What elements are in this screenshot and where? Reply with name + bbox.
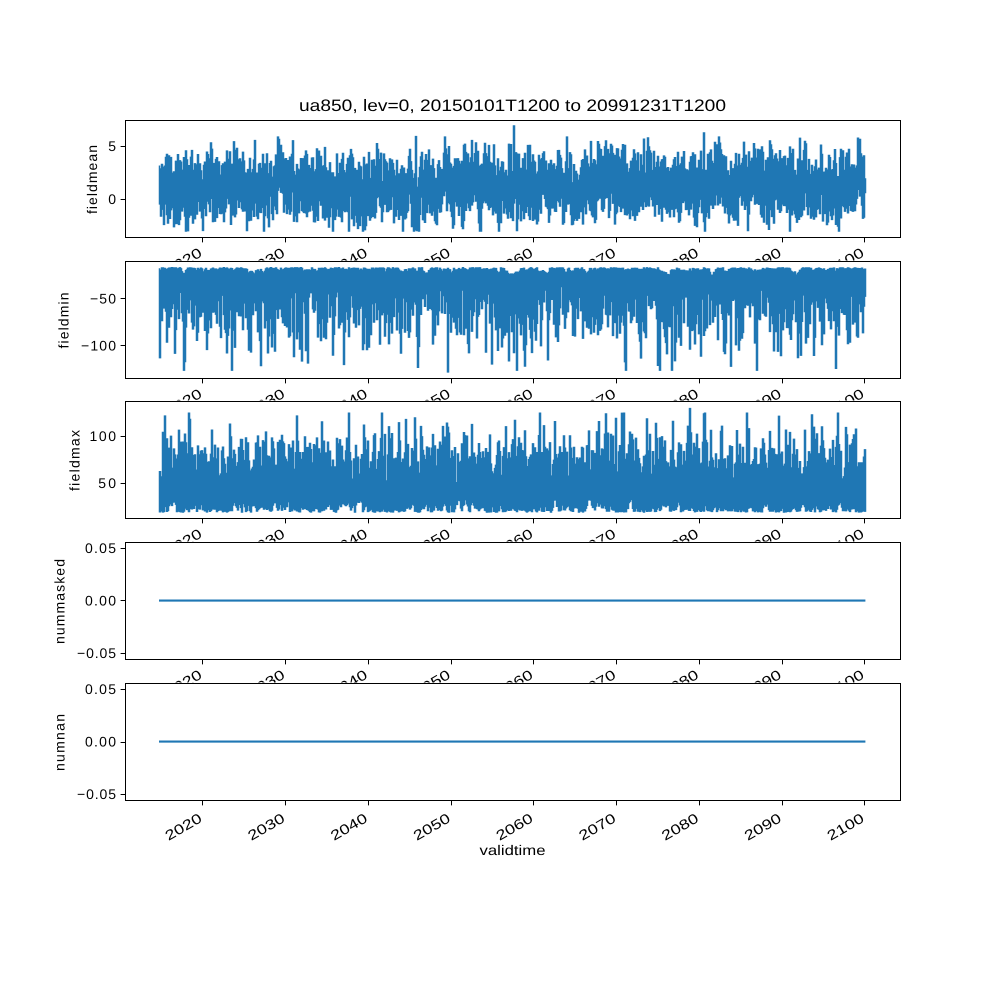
svg-text:numnan: numnan [52,714,68,771]
svg-text:−100: −100 [81,338,116,354]
svg-text:0.00: 0.00 [85,593,116,609]
svg-text:0.05: 0.05 [85,681,116,697]
svg-text:100: 100 [90,428,117,444]
svg-text:fieldmax: fieldmax [67,430,83,491]
svg-text:ua850, lev=0, 20150101T1200 to: ua850, lev=0, 20150101T1200 to 20991231T… [299,96,726,115]
svg-text:validtime: validtime [480,842,546,858]
svg-text:5: 5 [108,138,116,154]
svg-text:fieldmin: fieldmin [56,293,72,349]
svg-text:50: 50 [98,475,116,491]
svg-text:nummasked: nummasked [52,559,68,644]
svg-text:−0.05: −0.05 [77,786,116,802]
svg-text:0: 0 [108,191,116,207]
svg-text:−50: −50 [90,291,116,307]
svg-text:0.05: 0.05 [85,540,116,556]
svg-text:0.00: 0.00 [85,734,116,750]
svg-text:fieldmean: fieldmean [84,145,100,214]
svg-text:−0.05: −0.05 [77,645,116,661]
